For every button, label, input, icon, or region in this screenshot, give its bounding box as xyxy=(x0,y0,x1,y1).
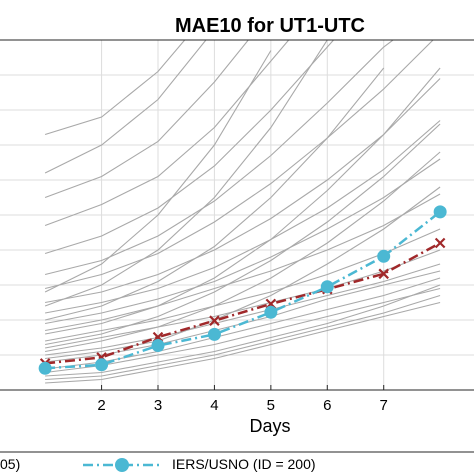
x-tick-label: 2 xyxy=(97,397,105,414)
gray-series-line xyxy=(44,40,186,136)
x-tick-label: 6 xyxy=(323,397,331,414)
legend: 05) IERS/USNO (ID = 200) xyxy=(0,451,474,474)
gray-series-line xyxy=(45,284,441,377)
red-series-point xyxy=(434,237,446,249)
gray-series-line xyxy=(44,193,441,332)
gray-series-line xyxy=(45,277,441,370)
gray-series-line xyxy=(44,120,441,314)
gray-series-line xyxy=(44,67,441,335)
red-series-point xyxy=(209,315,220,326)
iers-usno-point xyxy=(207,327,221,341)
red-series-point xyxy=(378,268,389,280)
iers-usno-series-line xyxy=(45,210,441,370)
iers-usno-point xyxy=(320,280,334,294)
iers-usno-point xyxy=(433,205,447,219)
gray-series-line xyxy=(44,40,250,199)
iers-usno-point xyxy=(38,361,52,375)
gray-series-line xyxy=(44,40,434,290)
iers-usno-point xyxy=(151,339,165,353)
gray-series-line xyxy=(44,78,441,304)
x-axis-label: Days xyxy=(249,416,290,436)
gray-series-line xyxy=(44,40,335,255)
gray-series-line xyxy=(44,40,207,174)
gray-series-line xyxy=(44,249,441,349)
gray-series-line xyxy=(44,151,441,353)
x-tick-label: 5 xyxy=(267,397,275,414)
gray-series-line xyxy=(45,294,441,381)
gray-series-line xyxy=(45,301,441,384)
chart-title: MAE10 for UT1-UTC xyxy=(175,15,365,37)
gray-series-line xyxy=(45,263,441,356)
x-tick-label: 4 xyxy=(210,397,218,414)
x-tick-label: 3 xyxy=(154,397,162,414)
legend-left-fragment: 05) xyxy=(0,456,20,472)
iers-usno-point xyxy=(377,249,391,263)
gray-series-line xyxy=(45,186,441,360)
gray-series-line xyxy=(44,50,272,293)
gray-series-line xyxy=(44,40,328,307)
gray-series-line xyxy=(44,158,441,325)
gray-series-line xyxy=(44,228,441,342)
x-tick-label: 7 xyxy=(380,397,388,414)
iers-usno-point xyxy=(264,305,278,319)
legend-iers-label: IERS/USNO (ID = 200) xyxy=(172,456,316,472)
gray-series-line xyxy=(44,123,441,346)
gray-series-line xyxy=(44,40,290,227)
iers-usno-point xyxy=(95,358,109,372)
gray-series-line xyxy=(45,287,441,374)
legend-iers-marker xyxy=(115,458,129,472)
red-series-line xyxy=(44,241,441,365)
gray-series-line xyxy=(44,67,385,321)
